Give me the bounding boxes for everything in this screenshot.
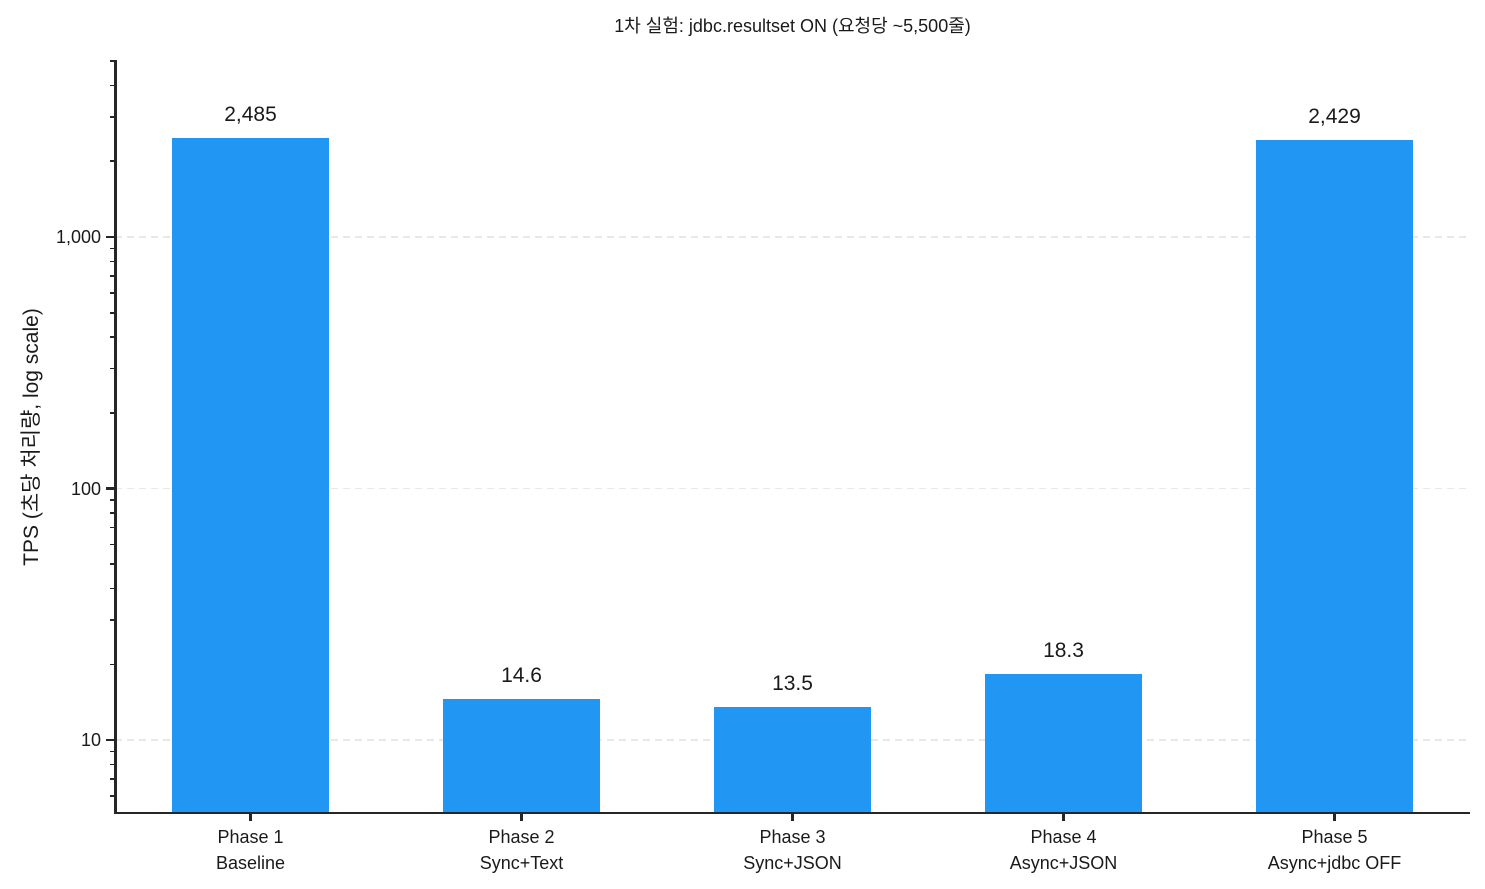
x-tick-label-line: Sync+Text xyxy=(479,853,564,873)
y-minor-tick-mark xyxy=(110,526,115,529)
y-minor-tick-mark xyxy=(110,247,115,250)
y-minor-tick-mark xyxy=(110,763,115,766)
x-tick-label-line: Sync+JSON xyxy=(743,853,842,873)
x-axis-line xyxy=(114,811,1470,814)
y-minor-tick-mark xyxy=(110,275,115,277)
plot-area: 2,485 14.6 13.5 18.3 2,429 10 100 1,000 Phase … xyxy=(56,60,1470,873)
bar-value-label: 13.5 xyxy=(772,672,813,696)
x-tick-label: Phase 3 Sync+JSON xyxy=(643,824,943,876)
y-tick-label: 10 xyxy=(80,730,101,751)
bar-value-label: 2,429 xyxy=(1308,105,1361,129)
x-tick-label-line: Phase 3 xyxy=(759,827,826,847)
gridline xyxy=(115,236,1470,238)
chart-title: 1차 실험: jdbc.resultset ON (요청당 ~5,500줄) xyxy=(614,16,971,36)
y-tick-label: 1,000 xyxy=(55,227,101,247)
y-minor-tick-mark xyxy=(110,543,115,546)
y-minor-tick-mark xyxy=(110,750,115,753)
y-minor-tick-mark xyxy=(110,292,115,294)
bar xyxy=(985,674,1142,813)
y-minor-tick-mark xyxy=(110,60,115,62)
x-tick-label-line: Phase 2 xyxy=(488,827,555,847)
y-minor-tick-mark xyxy=(110,499,115,501)
y-tick-label: 100 xyxy=(70,478,101,499)
x-tick-label-line: Phase 5 xyxy=(1301,827,1368,847)
x-tick-mark xyxy=(1333,813,1336,821)
x-tick-label: Phase 5 Async+jdbc OFF xyxy=(1185,824,1485,876)
bar-value-label: 14.6 xyxy=(501,663,542,687)
y-minor-tick-mark xyxy=(110,412,115,414)
x-tick-label-line: Phase 4 xyxy=(1030,827,1097,847)
y-minor-tick-mark xyxy=(110,260,115,263)
x-tick-mark xyxy=(791,813,794,821)
y-tick-mark xyxy=(106,738,115,742)
y-minor-tick-mark xyxy=(110,587,115,590)
bar-value-label: 2,485 xyxy=(224,102,277,126)
y-minor-tick-mark xyxy=(110,160,115,163)
x-tick-label-line: Phase 1 xyxy=(217,827,284,847)
y-minor-tick-mark xyxy=(110,116,115,118)
x-tick-label: Phase 2 Sync+Text xyxy=(372,824,672,876)
x-tick-label: Phase 1 Baseline xyxy=(101,824,401,876)
y-axis-title: TPS (초당 처리량, log scale) xyxy=(20,308,43,566)
bar xyxy=(443,698,600,813)
y-minor-tick-mark xyxy=(110,311,115,314)
y-minor-tick-mark xyxy=(110,367,115,370)
y-tick-mark xyxy=(106,235,115,239)
x-tick-mark xyxy=(249,813,252,821)
y-minor-tick-mark xyxy=(110,795,115,797)
x-tick-label-line: Baseline xyxy=(215,853,286,873)
y-minor-tick-mark xyxy=(110,512,115,514)
y-axis-line xyxy=(114,60,117,813)
y-minor-tick-mark xyxy=(110,336,115,338)
y-minor-tick-mark xyxy=(110,663,115,666)
x-tick-label: Phase 4 Async+JSON xyxy=(914,824,1214,876)
x-tick-mark xyxy=(1062,813,1065,821)
bar xyxy=(714,707,871,813)
y-minor-tick-mark xyxy=(110,563,115,566)
bar xyxy=(1256,140,1413,813)
x-tick-label-line: Async+JSON xyxy=(1009,853,1118,873)
bar xyxy=(172,137,329,813)
gridline xyxy=(115,487,1470,490)
bar-value-label: 18.3 xyxy=(1043,639,1084,663)
y-minor-tick-mark xyxy=(110,778,115,780)
x-tick-label-line: Async+jdbc OFF xyxy=(1267,853,1402,873)
y-tick-mark xyxy=(106,487,115,490)
y-minor-tick-mark xyxy=(110,619,115,621)
y-minor-tick-mark xyxy=(110,84,115,87)
x-tick-mark xyxy=(520,813,523,821)
